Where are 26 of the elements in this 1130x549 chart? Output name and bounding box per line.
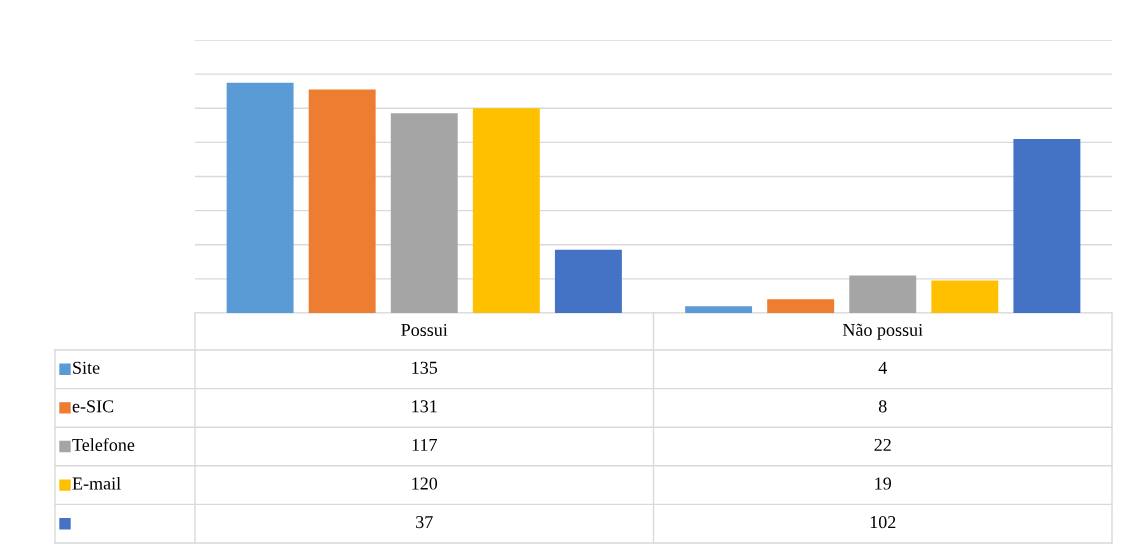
bar xyxy=(554,249,622,313)
legend-label: e-SIC xyxy=(72,400,114,413)
bar xyxy=(226,82,294,313)
bar xyxy=(308,89,376,313)
data-label: 102 xyxy=(870,516,896,529)
legend-label: Telefone xyxy=(72,438,135,452)
legend-label: Site xyxy=(73,361,100,374)
bar xyxy=(685,306,753,313)
data-label: 4 xyxy=(878,361,887,374)
data-label: 37 xyxy=(416,516,433,529)
bar xyxy=(767,299,835,313)
data-label: 8 xyxy=(878,400,887,413)
data-label: 22 xyxy=(874,438,891,451)
bar xyxy=(472,108,540,313)
data-label: 19 xyxy=(875,477,892,490)
data-label: 135 xyxy=(412,361,438,374)
bar xyxy=(931,280,999,313)
bar xyxy=(849,275,917,313)
bar xyxy=(1013,138,1081,313)
legend-label: E-mail xyxy=(72,476,121,490)
data-label: 131 xyxy=(412,400,437,413)
data-label: 120 xyxy=(412,477,438,490)
x-tick-label: Não possui xyxy=(842,323,923,340)
data-label: 117 xyxy=(412,438,437,451)
bar xyxy=(390,113,458,313)
x-tick-label: Possui xyxy=(401,323,448,337)
